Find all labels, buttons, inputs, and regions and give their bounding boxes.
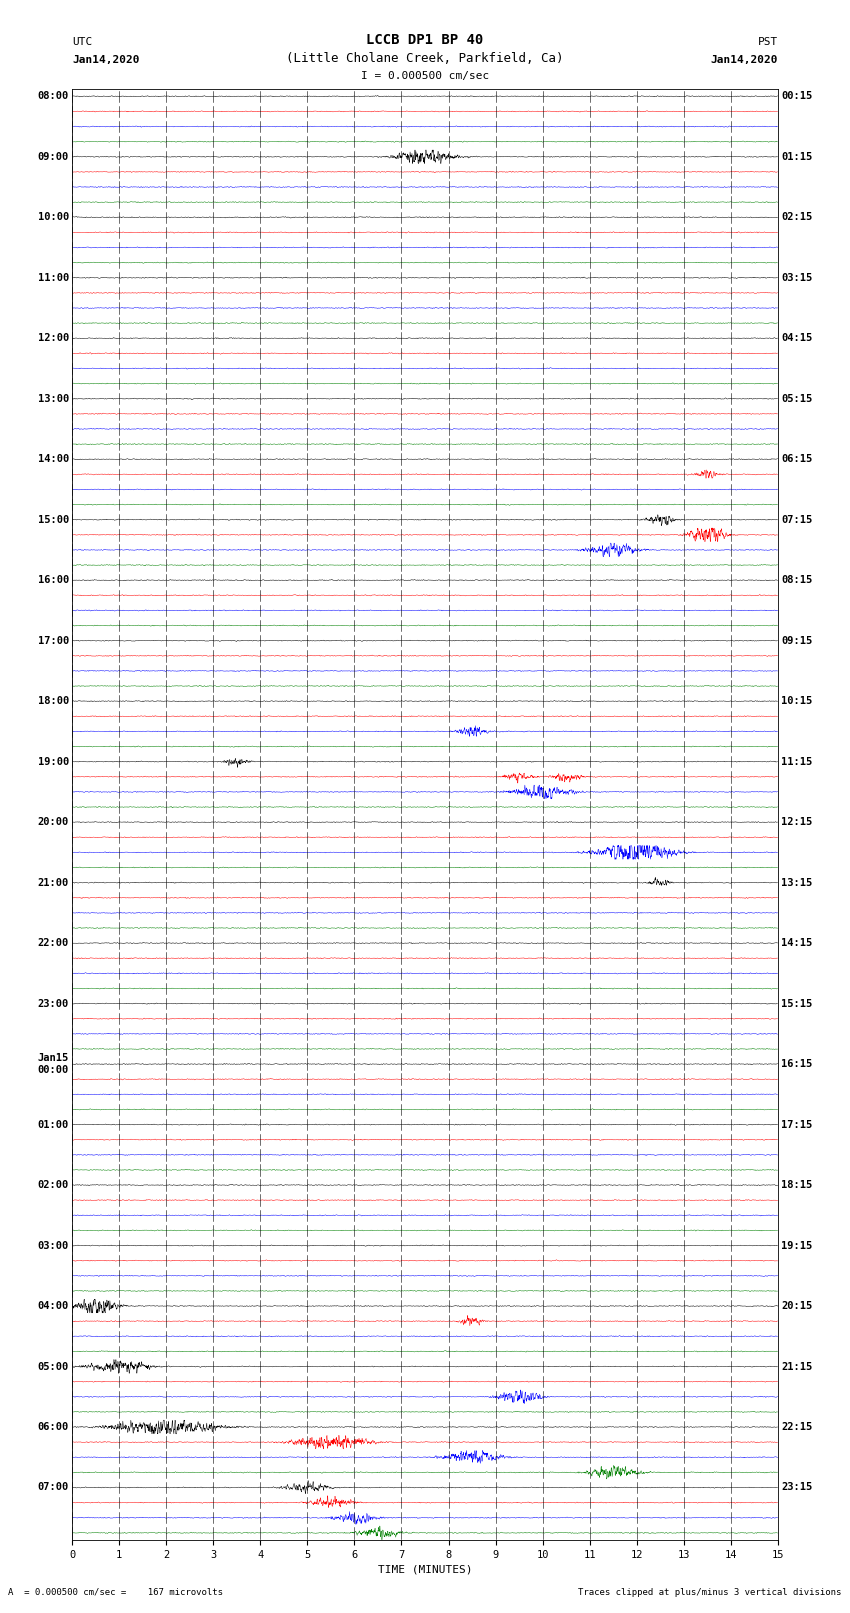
Text: Traces clipped at plus/minus 3 vertical divisions: Traces clipped at plus/minus 3 vertical … <box>578 1587 842 1597</box>
Text: 00:15: 00:15 <box>781 92 813 102</box>
Text: 13:15: 13:15 <box>781 877 813 887</box>
Text: 03:00: 03:00 <box>37 1240 69 1250</box>
Text: 10:15: 10:15 <box>781 697 813 706</box>
Text: 05:00: 05:00 <box>37 1361 69 1371</box>
Text: 15:15: 15:15 <box>781 998 813 1008</box>
Text: 23:00: 23:00 <box>37 998 69 1008</box>
Text: 22:15: 22:15 <box>781 1423 813 1432</box>
Text: 19:00: 19:00 <box>37 756 69 766</box>
Text: PST: PST <box>757 37 778 47</box>
Text: 14:00: 14:00 <box>37 455 69 465</box>
Text: 02:00: 02:00 <box>37 1181 69 1190</box>
Text: 01:00: 01:00 <box>37 1119 69 1129</box>
Text: 07:15: 07:15 <box>781 515 813 524</box>
Text: 12:15: 12:15 <box>781 818 813 827</box>
Text: 06:15: 06:15 <box>781 455 813 465</box>
X-axis label: TIME (MINUTES): TIME (MINUTES) <box>377 1565 473 1574</box>
Text: 09:15: 09:15 <box>781 636 813 645</box>
Text: 23:15: 23:15 <box>781 1482 813 1492</box>
Text: 20:15: 20:15 <box>781 1302 813 1311</box>
Text: 11:15: 11:15 <box>781 756 813 766</box>
Text: 12:00: 12:00 <box>37 334 69 344</box>
Text: 09:00: 09:00 <box>37 152 69 161</box>
Text: 04:00: 04:00 <box>37 1302 69 1311</box>
Text: 08:15: 08:15 <box>781 576 813 586</box>
Text: 17:00: 17:00 <box>37 636 69 645</box>
Text: 21:00: 21:00 <box>37 877 69 887</box>
Text: 15:00: 15:00 <box>37 515 69 524</box>
Text: Jan15
00:00: Jan15 00:00 <box>37 1053 69 1074</box>
Text: 16:00: 16:00 <box>37 576 69 586</box>
Text: 21:15: 21:15 <box>781 1361 813 1371</box>
Text: A  = 0.000500 cm/sec =    167 microvolts: A = 0.000500 cm/sec = 167 microvolts <box>8 1587 224 1597</box>
Text: 13:00: 13:00 <box>37 394 69 403</box>
Text: 04:15: 04:15 <box>781 334 813 344</box>
Text: Jan14,2020: Jan14,2020 <box>711 55 778 65</box>
Text: 11:00: 11:00 <box>37 273 69 282</box>
Text: 14:15: 14:15 <box>781 939 813 948</box>
Text: UTC: UTC <box>72 37 93 47</box>
Text: 17:15: 17:15 <box>781 1119 813 1129</box>
Text: Jan14,2020: Jan14,2020 <box>72 55 139 65</box>
Text: 05:15: 05:15 <box>781 394 813 403</box>
Text: 18:15: 18:15 <box>781 1181 813 1190</box>
Text: 02:15: 02:15 <box>781 213 813 223</box>
Text: 01:15: 01:15 <box>781 152 813 161</box>
Text: 19:15: 19:15 <box>781 1240 813 1250</box>
Text: 07:00: 07:00 <box>37 1482 69 1492</box>
Text: 20:00: 20:00 <box>37 818 69 827</box>
Text: I = 0.000500 cm/sec: I = 0.000500 cm/sec <box>361 71 489 81</box>
Text: 18:00: 18:00 <box>37 697 69 706</box>
Text: 08:00: 08:00 <box>37 92 69 102</box>
Text: LCCB DP1 BP 40: LCCB DP1 BP 40 <box>366 32 484 47</box>
Text: (Little Cholane Creek, Parkfield, Ca): (Little Cholane Creek, Parkfield, Ca) <box>286 52 564 65</box>
Text: 03:15: 03:15 <box>781 273 813 282</box>
Text: 16:15: 16:15 <box>781 1060 813 1069</box>
Text: 22:00: 22:00 <box>37 939 69 948</box>
Text: 10:00: 10:00 <box>37 213 69 223</box>
Text: 06:00: 06:00 <box>37 1423 69 1432</box>
